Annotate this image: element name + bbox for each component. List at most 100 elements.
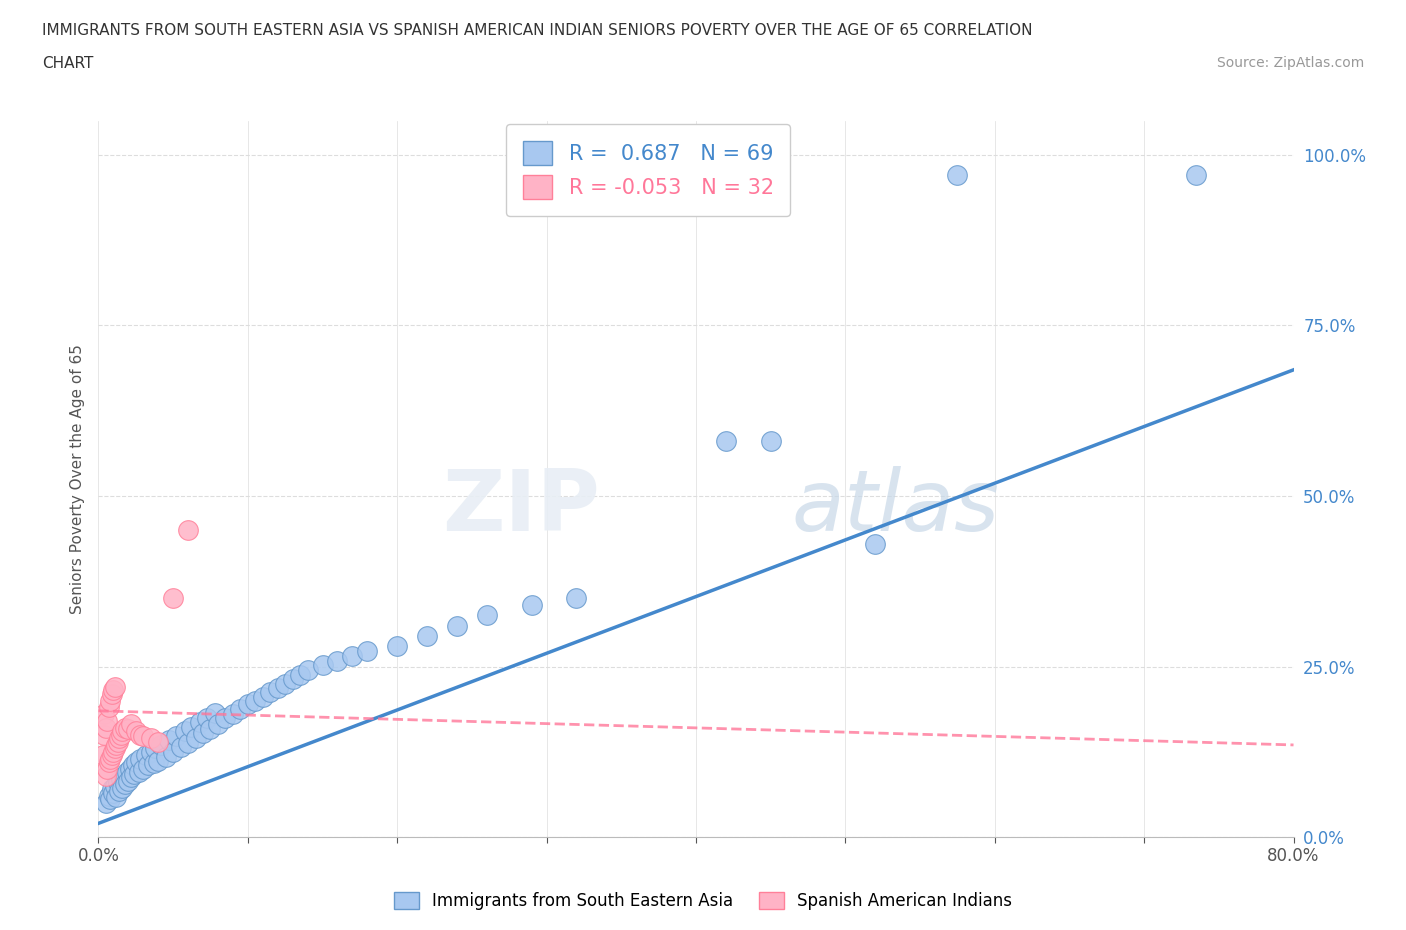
Text: IMMIGRANTS FROM SOUTH EASTERN ASIA VS SPANISH AMERICAN INDIAN SENIORS POVERTY OV: IMMIGRANTS FROM SOUTH EASTERN ASIA VS SP… (42, 23, 1032, 38)
Point (105, 790, 128, 804)
Point (97, 754, 120, 769)
Point (142, 756, 165, 771)
Point (104, 680, 127, 695)
Point (565, 591, 588, 605)
Point (180, 719, 202, 734)
Point (120, 717, 142, 732)
Point (117, 722, 139, 737)
Point (93, 727, 115, 742)
Point (288, 667, 311, 682)
Point (94, 768, 117, 783)
Point (110, 772, 132, 787)
Point (104, 778, 127, 793)
Point (157, 733, 180, 748)
Text: Source: ZipAtlas.com: Source: ZipAtlas.com (1216, 56, 1364, 70)
Point (297, 662, 319, 677)
Point (110, 727, 132, 742)
Point (124, 767, 146, 782)
Point (229, 701, 252, 716)
Point (214, 711, 236, 725)
Point (148, 734, 170, 749)
Point (94, 721, 117, 736)
Point (139, 744, 162, 759)
Point (114, 721, 136, 736)
Point (98, 792, 122, 807)
Point (96, 713, 118, 728)
Point (267, 681, 290, 696)
Point (128, 764, 150, 779)
Point (162, 744, 184, 759)
Point (150, 737, 173, 752)
Point (162, 591, 184, 605)
Point (98, 751, 122, 766)
Point (139, 731, 162, 746)
Point (356, 644, 378, 659)
Point (101, 748, 124, 763)
Point (91, 748, 114, 763)
Point (222, 707, 245, 722)
Point (118, 762, 141, 777)
Legend: R =  0.687   N = 69, R = -0.053   N = 32: R = 0.687 N = 69, R = -0.053 N = 32 (506, 125, 790, 216)
Point (245, 693, 267, 708)
Point (200, 722, 222, 737)
Point (520, 598, 543, 613)
Point (252, 690, 274, 705)
Point (101, 782, 124, 797)
Point (169, 739, 191, 754)
Point (104, 741, 127, 756)
Point (132, 728, 155, 743)
Point (385, 639, 409, 654)
Point (103, 744, 125, 759)
Point (416, 629, 439, 644)
Point (135, 748, 157, 763)
Point (107, 734, 129, 749)
Text: atlas: atlas (792, 466, 1000, 549)
Point (103, 683, 125, 698)
Text: CHART: CHART (42, 56, 94, 71)
Point (326, 654, 349, 669)
Point (111, 724, 134, 738)
Point (148, 753, 170, 768)
Point (132, 762, 155, 777)
Point (188, 715, 211, 730)
Point (97, 700, 120, 715)
Point (108, 731, 131, 746)
Point (155, 749, 177, 764)
Point (475, 608, 498, 623)
Legend: Immigrants from South Eastern Asia, Spanish American Indians: Immigrants from South Eastern Asia, Span… (388, 885, 1018, 917)
Point (129, 727, 152, 742)
Text: ZIP: ZIP (443, 466, 600, 549)
Point (107, 775, 129, 790)
Point (236, 697, 259, 711)
Point (165, 728, 187, 743)
Point (143, 741, 166, 756)
Point (191, 726, 214, 741)
Point (125, 724, 148, 738)
Point (177, 736, 200, 751)
Point (177, 523, 200, 538)
Point (197, 711, 219, 725)
Point (446, 618, 468, 633)
Point (184, 731, 207, 746)
Point (96, 762, 118, 777)
Point (281, 671, 304, 686)
Point (207, 717, 229, 732)
Point (108, 783, 131, 798)
Point (1185, 168, 1208, 183)
Point (946, 168, 969, 183)
Point (112, 768, 135, 783)
Point (93, 707, 115, 722)
Point (103, 785, 125, 800)
Point (101, 686, 124, 701)
Point (94, 795, 117, 810)
Point (311, 658, 333, 672)
Point (865, 537, 887, 551)
Point (111, 780, 134, 795)
Point (204, 706, 226, 721)
Point (129, 751, 152, 766)
Point (121, 758, 143, 773)
Point (117, 774, 139, 789)
Y-axis label: Seniors Poverty Over the Age of 65: Seniors Poverty Over the Age of 65 (69, 344, 84, 614)
Point (342, 649, 364, 664)
Point (759, 434, 782, 449)
